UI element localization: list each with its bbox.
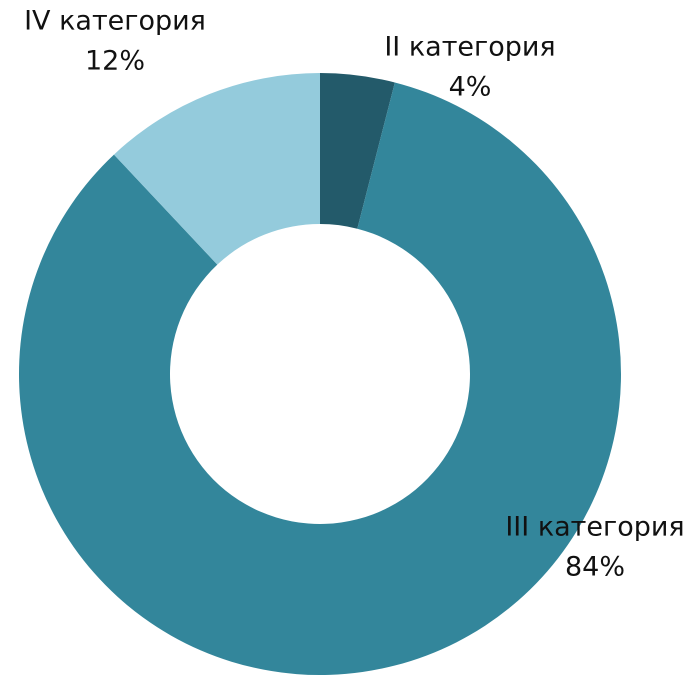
donut-slice — [18, 82, 621, 675]
slice-value-label: 12% — [85, 46, 145, 77]
slice-value-label: 84% — [565, 552, 625, 583]
slice-value-label: 4% — [449, 72, 492, 103]
slice-category-label: II категория — [384, 32, 555, 63]
donut-slice — [320, 73, 395, 229]
donut-slice — [113, 73, 320, 265]
slice-category-label: III категория — [505, 512, 684, 543]
slice-category-label: IV категория — [24, 6, 206, 37]
